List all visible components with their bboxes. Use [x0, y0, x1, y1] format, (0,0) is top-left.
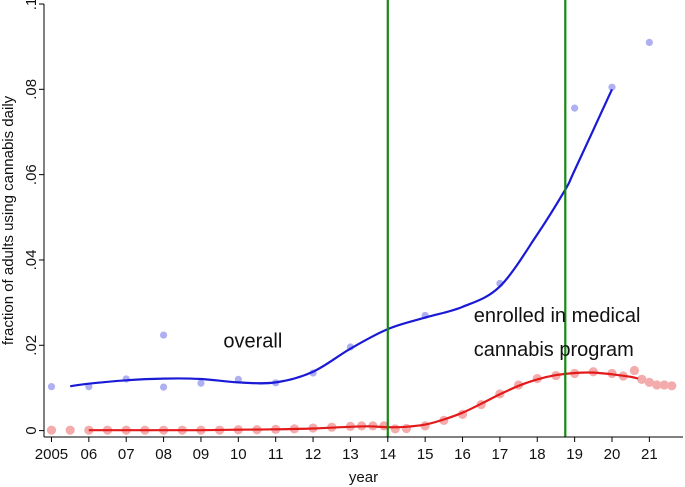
x-tick-label: 13	[342, 446, 359, 463]
enrolled-point	[659, 380, 669, 390]
enrolled-point	[629, 365, 640, 376]
data-points-layer	[46, 38, 677, 435]
x-tick-label: 06	[80, 446, 97, 463]
enrolled-point	[652, 380, 662, 390]
x-tick-label: 12	[305, 446, 322, 463]
x-tick-label: 17	[492, 446, 509, 463]
enrolled-point	[667, 381, 677, 391]
enrolled-point	[637, 374, 647, 385]
reference-lines-layer	[386, 0, 567, 437]
x-tick-label: 19	[566, 446, 583, 463]
x-tick-label: 18	[529, 446, 546, 463]
annotation-label: cannabis program	[474, 339, 634, 361]
x-tick-label: 14	[379, 446, 396, 463]
x-tick-label: 10	[230, 446, 247, 463]
x-tick-label: 2005	[35, 446, 68, 463]
enrolled-point	[65, 425, 75, 435]
overall-fit-line	[70, 88, 613, 388]
x-tick-label: 07	[118, 446, 135, 463]
overall-point	[571, 104, 579, 112]
x-axis-title: year	[349, 469, 378, 486]
y-tick-label: .06	[23, 164, 40, 185]
enrolled-point	[401, 423, 412, 434]
overall-point	[159, 383, 168, 391]
overall-point	[47, 383, 56, 391]
annotation-label: overall	[223, 330, 282, 352]
overall-point	[608, 83, 616, 91]
y-tick-label: .02	[23, 335, 40, 356]
overall-point	[197, 379, 205, 387]
x-tick-label: 20	[604, 446, 621, 463]
x-tick-label: 09	[193, 446, 210, 463]
y-tick-label: 0	[23, 426, 40, 434]
annotation-label: enrolled in medical	[474, 305, 641, 327]
x-tick-label: 15	[417, 446, 434, 463]
overall-point	[159, 331, 168, 339]
annotations-layer: overall enrolled in medical cannabis progr…	[223, 305, 640, 361]
enrolled-fit-line	[88, 371, 639, 432]
x-tick-label: 11	[268, 446, 284, 463]
x-tick-label: 16	[454, 446, 471, 463]
ticks-layer: 2005 06 07 08 09 10 11 12 13 14 15 16 17 18 19 20 21 0 .02…	[23, 0, 658, 463]
axes-layer	[43, 4, 683, 438]
enrolled-point	[390, 424, 400, 434]
overall-point	[645, 38, 653, 46]
y-tick-label: .04	[23, 250, 40, 271]
x-tick-label: 08	[155, 446, 172, 463]
data-lines-layer	[70, 88, 639, 432]
enrolled-point	[46, 425, 57, 435]
x-tick-label: 21	[641, 446, 658, 463]
y-axis-title: fraction of adults using cannabis daily	[0, 95, 17, 345]
enrolled-point	[644, 377, 654, 387]
y-tick-label: .1	[23, 0, 40, 10]
y-tick-label: .08	[23, 79, 40, 100]
